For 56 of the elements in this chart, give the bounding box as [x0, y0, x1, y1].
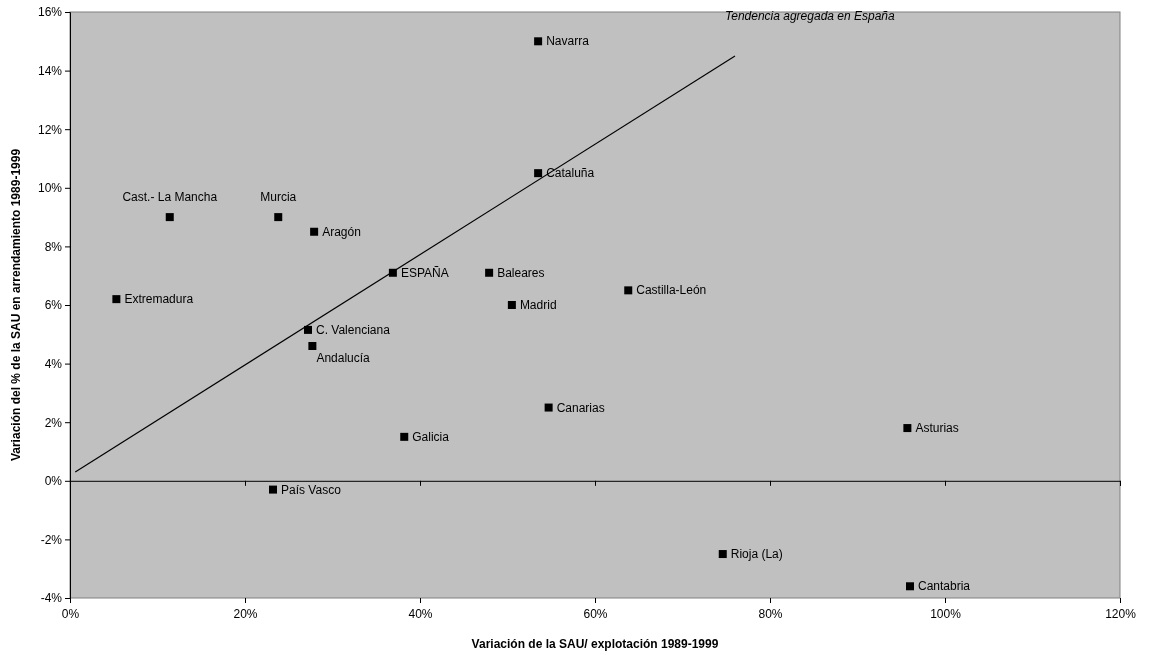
- annotation: Baleares: [497, 265, 545, 280]
- point: [534, 169, 543, 178]
- annotation: Rioja (La): [730, 547, 783, 562]
- point: [485, 268, 494, 277]
- annotation: Andalucía: [316, 351, 371, 366]
- point: [400, 432, 409, 441]
- y-tick-label: 10%: [37, 181, 63, 196]
- point: [544, 403, 553, 412]
- annotation: País Vasco: [281, 482, 342, 497]
- y-tick-label: 2%: [44, 415, 63, 430]
- point: [310, 227, 319, 236]
- x-tick-label: 0%: [61, 607, 80, 621]
- x-tick-label: 80%: [758, 607, 783, 621]
- point: [624, 286, 633, 295]
- x-tick-label: 60%: [583, 607, 608, 621]
- y-tick-label: 14%: [37, 63, 63, 78]
- point: [304, 325, 312, 334]
- point: [274, 213, 283, 222]
- y-tick-label: 12%: [37, 122, 63, 137]
- x-axis-title: Variación de la SAU/ explotación 1989-1999: [471, 637, 719, 651]
- y-tick-label: 8%: [44, 239, 63, 254]
- y-tick-label: -4%: [40, 591, 63, 606]
- annotation: Cantabria: [918, 579, 971, 594]
- x-tick-label: 20%: [233, 607, 258, 621]
- annotation: C. Valenciana: [316, 322, 391, 337]
- y-axis-title: Variación del % de la SAU en arrendamiento 1989-1999: [9, 148, 23, 462]
- annotation: Aragón: [322, 224, 361, 239]
- point: [112, 295, 121, 304]
- y-tick-label: 6%: [44, 298, 63, 313]
- point: [165, 213, 174, 222]
- annotation: Cast.- La Mancha: [122, 190, 218, 205]
- annotation: Murcia: [260, 190, 297, 205]
- x-tick-label: 100%: [930, 607, 962, 621]
- point: [507, 301, 516, 309]
- annotation: Castilla-León: [636, 283, 707, 298]
- annotation: Cataluña: [546, 166, 595, 181]
- y-tick-label: 16%: [37, 5, 63, 20]
- point: [906, 582, 914, 591]
- y-tick-label: 0%: [44, 474, 63, 489]
- y-tick-label: -2%: [40, 532, 63, 547]
- point: [308, 342, 317, 351]
- annotation: Extremadura: [124, 292, 194, 307]
- text: Tendencia agregada en España: [725, 8, 896, 23]
- point: [269, 485, 277, 494]
- y-tick-label: 4%: [44, 356, 63, 371]
- annotation: Galicia: [412, 429, 450, 444]
- x-tick-label: 120%: [1105, 607, 1137, 621]
- point: [903, 424, 912, 433]
- x-tick-label: 40%: [408, 607, 433, 621]
- point: [718, 550, 727, 559]
- point: [534, 37, 543, 46]
- annotation: Canarias: [556, 400, 605, 415]
- annotation: Navarra: [546, 34, 590, 49]
- annotation: Madrid: [519, 298, 557, 312]
- annotation: ESPAÑA: [400, 265, 449, 280]
- annotation: Asturias: [915, 421, 959, 436]
